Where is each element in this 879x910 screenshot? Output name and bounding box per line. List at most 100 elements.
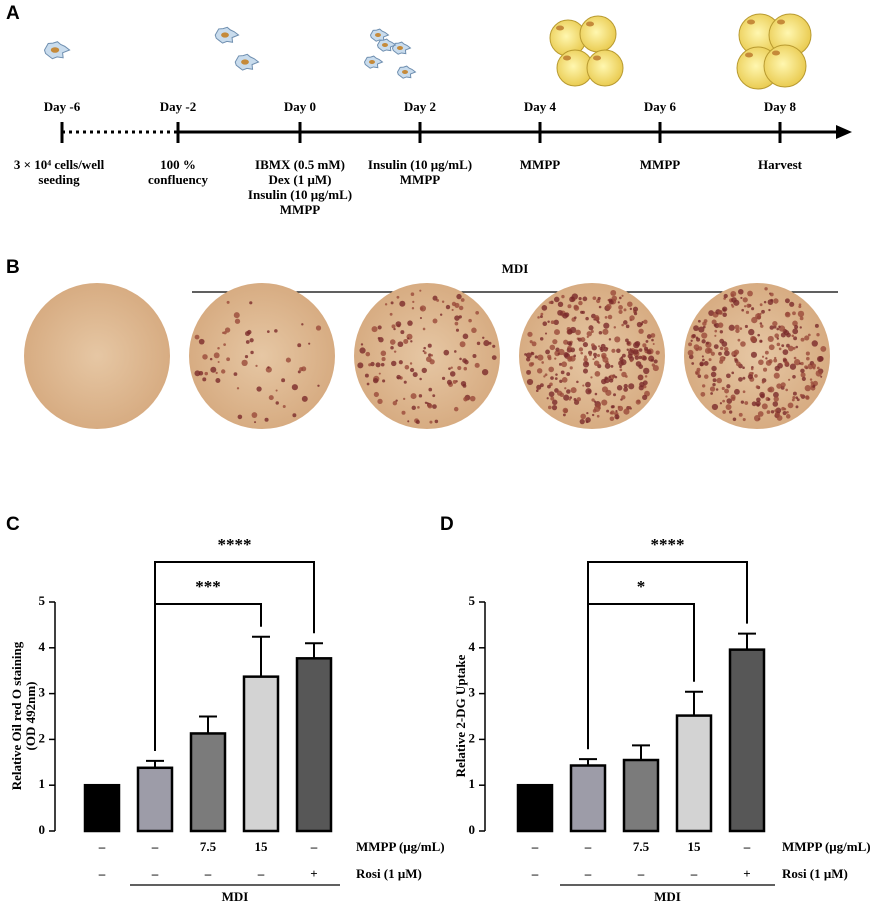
lipid-dot — [404, 364, 410, 370]
lipid-dot — [580, 413, 586, 420]
lipid-dot — [427, 343, 432, 348]
lipid-dot — [772, 321, 778, 327]
lipid-dot — [784, 311, 791, 318]
lipid-dot — [621, 323, 624, 327]
lipid-dot — [451, 308, 454, 312]
y-tick-label: 5 — [39, 593, 46, 608]
lipid-dot — [581, 310, 585, 315]
lipid-dot — [626, 348, 630, 351]
lipid-dot — [759, 322, 763, 325]
lipid-dot — [390, 346, 394, 350]
lipid-dot — [315, 325, 322, 331]
lipid-dot — [702, 358, 705, 362]
lipid-dot — [697, 374, 702, 378]
lipid-dot — [789, 363, 797, 370]
lipid-dot — [701, 332, 708, 339]
lipid-dot — [432, 394, 436, 398]
lipid-dot — [702, 321, 707, 326]
lipid-dot — [573, 305, 580, 311]
lipid-dot — [491, 355, 497, 360]
lipid-dot — [742, 366, 745, 369]
lipid-dot — [741, 308, 745, 312]
lipid-dot — [794, 325, 799, 330]
bar — [295, 657, 333, 833]
lipid-dot — [776, 415, 783, 421]
lipid-dot — [725, 404, 732, 411]
lipid-dot — [585, 388, 592, 395]
lipid-dot — [469, 395, 476, 402]
lipid-dot — [481, 368, 489, 376]
lipid-dot — [633, 349, 639, 355]
lipid-dot — [564, 387, 567, 390]
nucleus — [586, 21, 594, 27]
lipid-dot — [448, 367, 451, 370]
lipid-dot — [632, 306, 639, 312]
lipid-dot — [564, 312, 570, 318]
lipid-dot — [546, 397, 549, 400]
treatment-cell: – — [584, 866, 592, 881]
treatment-cell: – — [531, 866, 539, 881]
lipid-dot — [457, 365, 462, 371]
row-label: MMPP (μg/mL) — [356, 839, 445, 854]
lipid-dot — [297, 370, 301, 374]
lipid-dot — [445, 304, 451, 310]
lipid-dot — [688, 354, 694, 360]
lipid-dot — [428, 353, 432, 357]
lipid-dot — [427, 403, 433, 409]
step-text: MMPP — [520, 157, 560, 172]
lipid-dot — [403, 380, 407, 384]
lipid-dot — [566, 372, 571, 376]
lipid-dot — [812, 380, 818, 387]
lipid-dot — [462, 333, 469, 340]
treatment-cell: – — [310, 839, 318, 854]
lipid-dot — [450, 366, 453, 369]
lipid-dot — [618, 305, 623, 310]
lipid-dot — [707, 348, 713, 354]
nucleus — [397, 46, 403, 50]
lipid-dot — [281, 378, 286, 383]
lipid-dot — [766, 410, 771, 414]
well-image — [189, 283, 335, 429]
lipid-dot — [475, 310, 480, 315]
lipid-dot — [793, 356, 797, 360]
lipid-dot — [781, 344, 785, 348]
lipid-dot — [754, 374, 758, 378]
y-tick-label: 1 — [469, 776, 476, 791]
lipid-dot — [776, 327, 780, 331]
lipid-dot — [596, 414, 600, 418]
lipid-dot — [724, 388, 730, 394]
lipid-dot — [642, 356, 647, 361]
lipid-dot — [804, 365, 808, 369]
lipid-dot — [557, 301, 564, 308]
lipid-dot — [634, 355, 640, 360]
lipid-dot — [608, 338, 612, 341]
lipid-dot — [695, 336, 699, 340]
lipid-dot — [580, 337, 586, 343]
lipid-dot — [618, 296, 622, 300]
lipid-dot — [650, 333, 656, 338]
lipid-dot — [619, 357, 624, 362]
lipid-dot — [443, 349, 450, 356]
step-text: seeding — [38, 172, 80, 187]
step-text: IBMX (0.5 mM) — [255, 157, 345, 172]
lipid-dot — [594, 355, 597, 359]
bar — [622, 758, 660, 833]
lipid-dot — [615, 410, 618, 413]
bar — [675, 714, 713, 833]
lipid-dot — [432, 318, 438, 324]
nucleus — [593, 55, 601, 61]
lipid-dot — [792, 320, 798, 327]
lipid-dot — [718, 310, 723, 315]
lipid-dot — [650, 358, 654, 362]
lipid-dot — [544, 332, 548, 335]
row-label: Rosi (1 μM) — [782, 866, 848, 881]
step-text: Insulin (10 μg/mL) — [248, 187, 352, 202]
lipid-dot — [553, 329, 560, 336]
lipid-dot — [724, 346, 729, 352]
lipid-dot — [776, 383, 782, 389]
lipid-dot — [786, 410, 789, 414]
lipid-dot — [731, 371, 735, 375]
lipid-dot — [815, 370, 822, 377]
lipid-dot — [796, 398, 800, 402]
